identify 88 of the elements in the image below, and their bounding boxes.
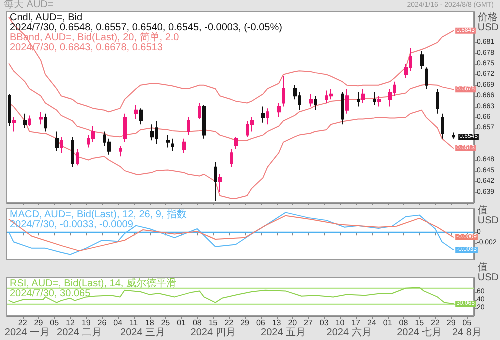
candlestick <box>28 115 31 127</box>
y-axis-title: 值 USD <box>478 206 500 226</box>
candlestick <box>60 136 63 154</box>
candlestick <box>166 134 170 148</box>
candlestick <box>277 102 281 118</box>
candlestick <box>23 113 27 129</box>
x2-tick-label: 2024 五月 <box>261 328 306 338</box>
candlestick <box>329 88 333 100</box>
candlestick <box>425 67 428 90</box>
candlestick <box>341 92 344 126</box>
annotation: RSI, AUD=, Bid(Last), 14, 威尔德平滑 <box>10 278 176 290</box>
x2-tick-label: 24 8月 <box>452 328 482 338</box>
candlestick <box>214 162 217 202</box>
candlestick <box>123 113 127 143</box>
candlestick <box>71 136 74 168</box>
candlestick <box>234 136 238 150</box>
candlestick <box>55 131 59 152</box>
x-tick-label: 29 <box>34 318 44 328</box>
x-tick-label: 15 <box>208 318 218 328</box>
candlestick <box>44 113 47 132</box>
candlestick <box>134 104 138 120</box>
x-tick-label: 05 <box>50 318 60 328</box>
x-tick-label: 24 <box>368 318 377 328</box>
x-tick-label: 17 <box>352 318 362 328</box>
candlestick <box>282 76 285 108</box>
candlestick <box>452 132 455 140</box>
x-tick-label: 01 <box>177 318 187 328</box>
annotation: 2024/7/30, 0.6548, 0.6557, 0.6540, 0.6545, -0.0003, (-0.05%) <box>10 22 282 34</box>
candlestick <box>314 96 317 111</box>
x-tick-label: 06 <box>256 318 266 328</box>
candlestick <box>420 51 424 70</box>
candlestick <box>373 92 376 106</box>
x-tick-label: 11 <box>130 318 139 328</box>
candlestick <box>187 116 190 136</box>
candlestick <box>139 108 143 126</box>
x-tick-label: 27 <box>304 318 314 328</box>
candlestick <box>357 92 360 108</box>
candlestick <box>309 94 313 108</box>
candlestick <box>361 88 365 104</box>
x-tick-label: 15 <box>415 318 425 328</box>
x-tick-label: 12 <box>66 318 76 328</box>
x2-tick-label: 2024 二月 <box>57 328 102 338</box>
x-tick-label: 19 <box>82 318 92 328</box>
candlestick <box>150 124 154 142</box>
candlestick <box>266 108 269 126</box>
x-tick-label: 25 <box>161 318 171 328</box>
x-tick-label: 22 <box>224 318 234 328</box>
candlestick <box>171 138 174 152</box>
x-tick-label: 01 <box>383 318 393 328</box>
x-tick-label: 05 <box>462 318 472 328</box>
x-tick-label: 08 <box>192 318 202 328</box>
annotation: 2024/7/30, 30.065 <box>10 288 92 300</box>
x2-tick-label: 2024 三月 <box>120 328 166 338</box>
annotation: MACD, AUD=, Bid(Last), 12, 26, 9, 指数 <box>10 208 188 220</box>
x-tick-label: 03 <box>320 318 330 328</box>
candlestick <box>198 102 201 120</box>
candlestick <box>76 149 79 166</box>
candlestick <box>8 94 11 127</box>
x-tick-label: 13 <box>272 318 282 328</box>
x2-tick-label: 2024 四月 <box>190 328 236 338</box>
y-axis-title: 价格 USD <box>476 12 500 34</box>
y-axis-title: 值 USD <box>478 262 500 284</box>
x-tick-label: 29 <box>446 318 456 328</box>
x-tick-label: 20 <box>288 318 298 328</box>
candlestick <box>441 113 444 140</box>
candlestick <box>230 149 233 168</box>
x-tick-label: 29 <box>240 318 250 328</box>
x2-tick-label: 2024 一月 <box>4 328 50 338</box>
candlestick <box>261 106 265 124</box>
x-tick-label: 22 <box>431 318 440 328</box>
x2-tick-label: 2024 六月 <box>326 326 372 338</box>
x-tick-label: 08 <box>399 318 409 328</box>
candlestick <box>377 96 381 108</box>
candlestick <box>39 112 43 126</box>
x-tick-label: 22 <box>18 318 28 328</box>
candlestick <box>119 145 122 158</box>
x-tick-label: 10 <box>336 318 346 328</box>
candlestick <box>218 174 222 193</box>
x-tick-label: 26 <box>98 318 108 328</box>
annotation: Cndl, AUD=, Bid <box>10 12 83 24</box>
x2-tick-label: 2024 七月 <box>397 326 442 338</box>
candlestick <box>182 138 186 154</box>
candlestick <box>202 104 206 140</box>
candlestick <box>12 116 16 132</box>
candlestick <box>436 88 439 114</box>
candlestick <box>345 88 349 114</box>
x-tick-label: 18 <box>145 318 155 328</box>
x-tick-label: 04 <box>114 318 124 328</box>
